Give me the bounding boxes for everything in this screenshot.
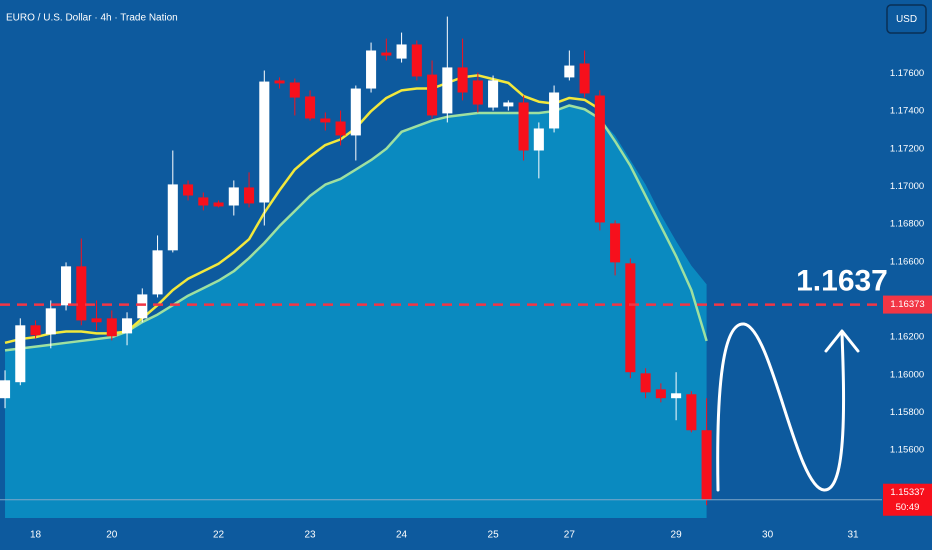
y-tick-label: 1.17000 [890, 181, 924, 192]
candle-body [518, 102, 529, 151]
y-tick-label: 1.15800 [890, 407, 924, 418]
candle-body [228, 187, 239, 206]
candle-body [655, 389, 666, 399]
candle-body [198, 197, 209, 206]
candle-body [106, 318, 117, 337]
x-tick-label: 20 [106, 530, 118, 541]
candle-body [366, 50, 377, 89]
candle-body [305, 96, 316, 119]
candle-body [183, 184, 194, 196]
currency-label[interactable]: USD [896, 14, 917, 25]
x-tick-label: 23 [305, 530, 317, 541]
x-tick-label: 27 [564, 530, 576, 541]
candle-body [167, 184, 178, 251]
candle-body [61, 266, 72, 306]
candle-body [30, 325, 41, 336]
candle-body [640, 373, 651, 393]
chart-title: EURO / U.S. Dollar · 4h · Trade Nation [6, 13, 178, 24]
candle-body [213, 202, 224, 207]
candle-body [335, 121, 346, 136]
candle-body [244, 187, 255, 204]
candle-body [579, 63, 590, 94]
countdown-label: 50:49 [896, 502, 920, 513]
y-tick-label: 1.16800 [890, 219, 924, 230]
candle-body [15, 325, 26, 383]
candle-body [396, 44, 407, 59]
candle-body [76, 266, 87, 321]
x-tick-label: 22 [213, 530, 225, 541]
candle-body [122, 318, 133, 334]
wave-drawing [716, 322, 846, 492]
candle-body [564, 65, 575, 78]
level-annotation: 1.1637 [796, 265, 888, 298]
candle-body [381, 52, 392, 56]
candle-body [457, 67, 468, 93]
candle-body [45, 308, 56, 335]
candle-body [671, 393, 682, 399]
candle-body [549, 92, 560, 129]
x-tick-label: 30 [762, 530, 774, 541]
candle-body [503, 102, 514, 107]
level-tag-label: 1.16373 [890, 299, 924, 310]
y-tick-label: 1.17400 [890, 106, 924, 117]
candle-body [625, 263, 636, 373]
x-tick-label: 25 [488, 530, 500, 541]
x-tick-label: 18 [30, 530, 42, 541]
plot-area [0, 16, 882, 518]
candle-body [152, 250, 163, 295]
x-tick-label: 24 [396, 530, 408, 541]
arrow-head [824, 329, 860, 353]
last-price-tag [883, 483, 932, 516]
candle-body [442, 67, 453, 114]
area-fill [5, 105, 707, 518]
candle-body [91, 318, 102, 323]
last-price-label: 1.15337 [890, 487, 924, 498]
currency-button[interactable] [886, 4, 927, 34]
candle-body [274, 80, 285, 84]
x-tick-label: 29 [671, 530, 683, 541]
y-tick-label: 1.15600 [890, 445, 924, 456]
y-tick-label: 1.16600 [890, 256, 924, 267]
candle-body [686, 394, 697, 431]
candle-body [610, 223, 621, 263]
candle-body [701, 430, 712, 500]
y-tick-label: 1.17200 [890, 143, 924, 154]
level-tag [883, 295, 932, 314]
candle-body [411, 44, 422, 77]
y-tick-label: 1.16200 [890, 332, 924, 343]
candle-body [320, 118, 331, 123]
candle-body [137, 294, 148, 319]
candle-body [488, 80, 499, 108]
candle-body [289, 82, 300, 98]
candle-body [472, 80, 483, 105]
y-tick-label: 1.17600 [890, 68, 924, 79]
moving-average-line [4, 74, 601, 345]
candle-body [259, 81, 270, 203]
y-tick-label: 1.16000 [890, 369, 924, 380]
candle-body [533, 128, 544, 151]
candle-body [594, 95, 605, 223]
x-tick-label: 31 [847, 530, 859, 541]
candle-body [0, 380, 11, 399]
candle-body [427, 74, 438, 116]
candle-body [350, 88, 361, 136]
